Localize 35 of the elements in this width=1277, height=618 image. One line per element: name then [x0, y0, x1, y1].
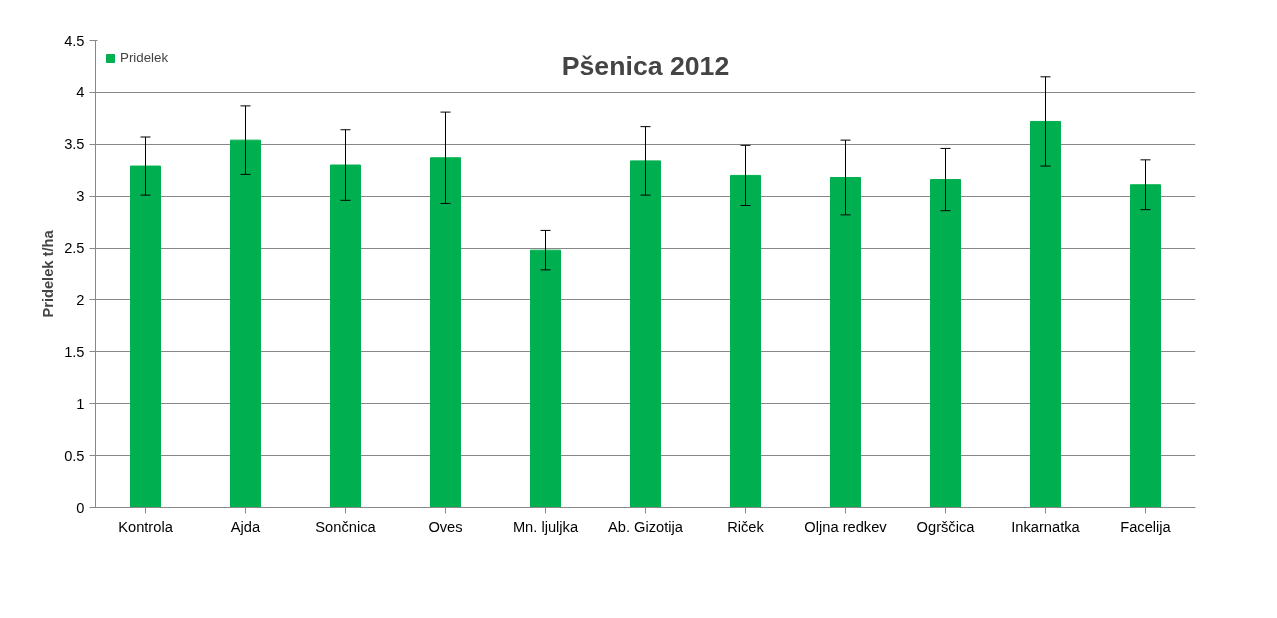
x-tick-label: Oljna redkev	[804, 518, 888, 535]
x-tick-label: Sončnica	[315, 518, 377, 535]
y-tick-label: 2.5	[64, 240, 85, 257]
bar	[330, 164, 361, 508]
y-tick-label: 2	[76, 291, 85, 308]
x-tick-label: Mn. ljuljka	[512, 518, 579, 535]
bar	[1030, 120, 1061, 508]
bar	[230, 139, 261, 508]
bar	[730, 174, 761, 508]
y-axis-title: Pridelek t/ha	[40, 229, 57, 318]
x-tick-label: Ajda	[230, 518, 262, 535]
legend-label: Pridelek	[120, 50, 169, 65]
x-tick-label: Inkarnatka	[1011, 518, 1081, 535]
bar	[130, 165, 161, 508]
bar	[630, 160, 661, 508]
x-tick-label: Facelija	[1120, 518, 1172, 535]
chart-title: Pšenica 2012	[561, 50, 730, 81]
y-tick-label: 1.5	[64, 343, 85, 360]
y-tick-label: 0.5	[64, 447, 85, 464]
bar	[430, 157, 461, 508]
bar	[530, 249, 561, 508]
x-tick-label: Riček	[727, 518, 765, 535]
bar	[930, 179, 961, 508]
x-tick-label: Kontrola	[118, 518, 174, 535]
y-tick-label: 1	[76, 395, 85, 412]
y-tick-label: 4	[76, 84, 85, 101]
y-tick-label: 0	[76, 499, 85, 516]
x-tick-label: Oves	[428, 518, 463, 535]
x-tick-label: Ogrščica	[916, 518, 976, 535]
bar	[830, 176, 861, 508]
bar	[1130, 184, 1161, 508]
y-tick-label: 4.5	[64, 32, 85, 49]
y-tick-label: 3.5	[64, 136, 85, 153]
x-tick-label: Ab. Gizotija	[608, 518, 684, 535]
y-tick-label: 3	[76, 188, 85, 205]
